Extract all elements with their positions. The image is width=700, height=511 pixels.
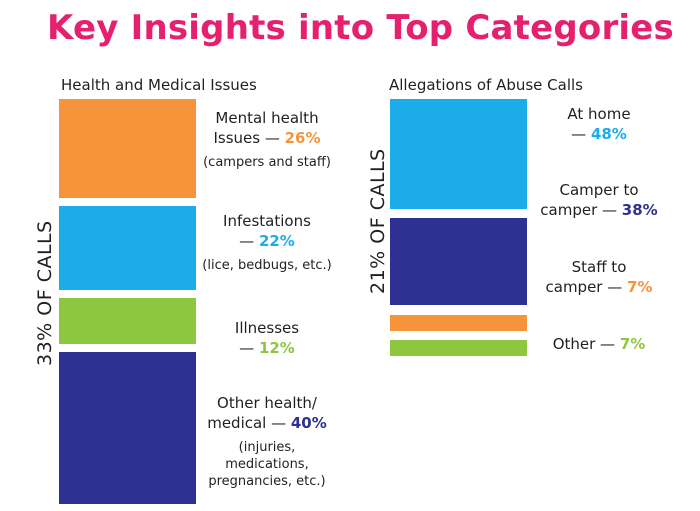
segment-label-text: camper — [545, 278, 628, 296]
segment-label-mental-health-issues: Mental health Issues — 26% (campers and st… [167, 108, 367, 171]
segment-value-label: 38% [621, 201, 658, 219]
health-panel-title: Health and Medical Issues [61, 76, 257, 94]
segment-value-label: 26% [284, 129, 321, 147]
segment-note: (campers and staff) [203, 155, 331, 170]
segment-label-text: At home [567, 105, 631, 123]
segment-label-text: — [239, 339, 259, 357]
segment-label-text: Staff to [571, 258, 627, 276]
bar-segment-mental-health-issues [59, 99, 196, 198]
segment-label-text: Other health/ [217, 394, 317, 412]
segment-label-infestations: Infestations — 22% (lice, bedbugs, etc.) [167, 211, 367, 274]
segment-label-text: Illnesses [234, 319, 300, 337]
bar-segment-infestations [59, 206, 196, 290]
segment-label-other-health-medical: Other health/medical — 40% (injuries, medi… [167, 393, 367, 490]
segment-label-text: — [571, 125, 591, 143]
segment-value-label: 12% [258, 339, 295, 357]
segment-label-text: Other — [552, 335, 620, 353]
segment-note: (injuries, [238, 440, 296, 455]
segment-label-other: Other — 7% [499, 334, 699, 354]
segment-label-text: Camper to [559, 181, 639, 199]
page-title: Key Insights into Top Categories [47, 8, 674, 48]
bar-segment-other-health-medical [59, 352, 196, 504]
segment-label-text: Mental health [215, 109, 319, 127]
segment-label-camper-to-camper: Camper to camper — 38% [499, 180, 699, 220]
segment-value-label: 22% [258, 232, 295, 250]
abuse-panel-title: Allegations of Abuse Calls [389, 76, 583, 94]
segment-value-label: 40% [290, 414, 327, 432]
segment-note: (lice, bedbugs, etc.) [202, 258, 332, 273]
abuse-share-label: 21% OF CALLS [367, 148, 389, 294]
health-share-label: 33% OF CALLS [34, 220, 56, 366]
segment-value-label: 48% [590, 125, 627, 143]
segment-label-text: — [239, 232, 259, 250]
segment-note: medications, [225, 457, 309, 472]
segment-label-illnesses: Illnesses — 12% [167, 318, 367, 358]
bar-segment-at-home [390, 99, 527, 209]
segment-label-text: camper — [540, 201, 622, 219]
segment-note: pregnancies, etc.) [208, 474, 326, 489]
bar-segment-staff-to-camper [390, 315, 527, 331]
bar-segment-camper-to-camper [390, 218, 527, 305]
segment-label-text: Infestations [223, 212, 311, 230]
bar-segment-other [390, 340, 527, 356]
segment-label-text: Issues — [213, 129, 285, 147]
segment-value-label: 7% [627, 278, 653, 296]
segment-label-at-home: At home — 48% [499, 104, 699, 144]
bar-segment-illnesses [59, 298, 196, 344]
segment-label-staff-to-camper: Staff to camper — 7% [499, 257, 699, 297]
segment-value-label: 7% [619, 335, 646, 353]
segment-label-text: medical — [207, 414, 291, 432]
